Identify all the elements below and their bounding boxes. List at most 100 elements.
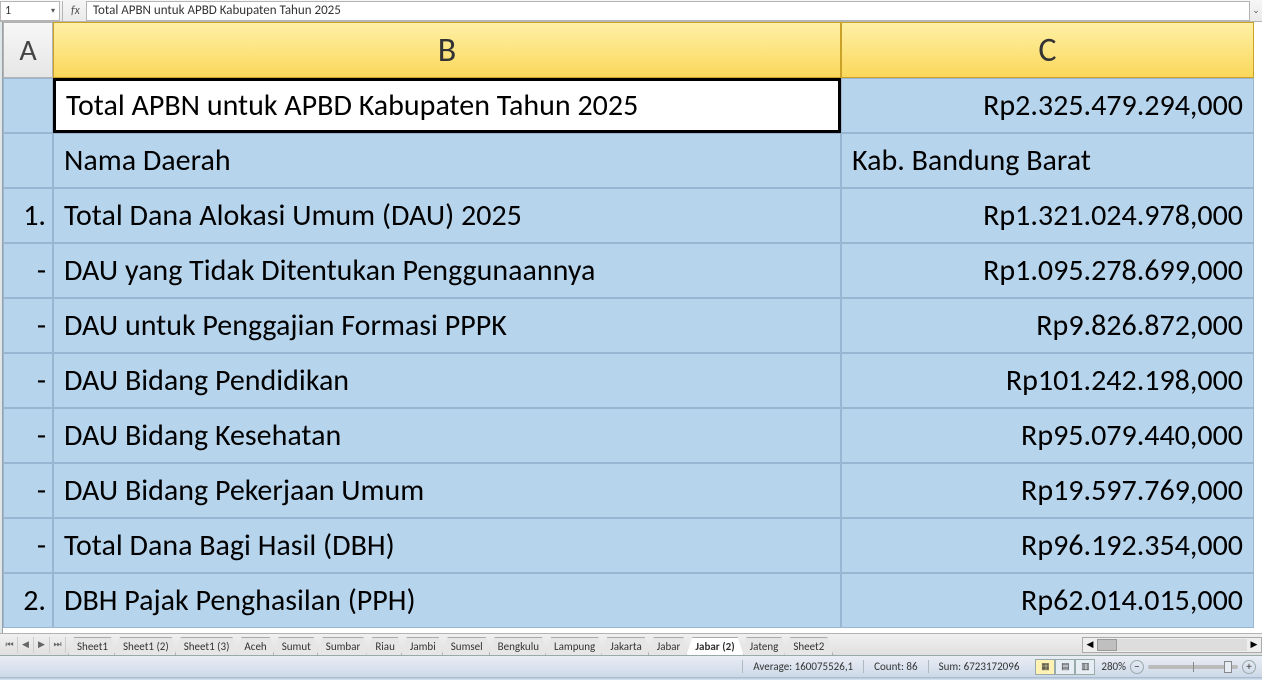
sheet-tab[interactable]: Sheet1 (3) [175,637,239,655]
status-count: Count: 86 [863,660,927,673]
cell-A[interactable] [3,133,53,188]
formula-text: Total APBN untuk APBD Kabupaten Tahun 20… [93,3,341,18]
cell-C[interactable]: Rp101.242.198,000 [841,353,1254,408]
cell-C[interactable]: Rp19.597.769,000 [841,463,1254,518]
tab-nav-first-icon[interactable]: ⏮ [2,637,18,653]
cell-C[interactable]: Rp9.826.872,000 [841,298,1254,353]
cell-B[interactable]: DAU Bidang Pendidikan [53,353,841,408]
cell-A[interactable]: - [3,518,53,573]
view-normal-icon[interactable]: ▦ [1035,659,1055,675]
column-header-C[interactable]: C [841,22,1254,78]
sheet-tab[interactable]: Bengkulu [489,637,548,655]
formula-expand-icon[interactable]: ⌄ [1250,5,1262,16]
cell-A[interactable]: - [3,353,53,408]
sheet-tabs-bar: ⏮ ◀ ▶ ⏭ Sheet1Sheet1 (2)Sheet1 (3)AcehSu… [0,633,1262,655]
view-buttons: ▦ ▤ ▥ [1035,659,1095,675]
tab-nav: ⏮ ◀ ▶ ⏭ [0,637,68,653]
tab-nav-last-icon[interactable]: ⏭ [50,637,66,653]
status-sum: Sum: 6723172096 [928,660,1030,673]
sheet-tab[interactable]: Jateng [741,637,788,655]
col-label: C [1038,30,1056,71]
value: 6723172096 [964,660,1020,673]
sheet-tab[interactable]: Riau [366,637,404,655]
label: Count: [874,660,904,673]
cell-C[interactable]: Rp1.321.024.978,000 [841,188,1254,243]
cell-A[interactable]: - [3,408,53,463]
scroll-thumb[interactable] [1097,639,1117,651]
worksheet-area: A B C Total APBN untuk APBD Kabupaten Ta… [0,22,1262,633]
column-headers: A B C [3,22,1262,78]
sheet-tab[interactable]: Sheet1 [68,637,117,655]
column-header-B[interactable]: B [53,22,841,78]
view-page-break-icon[interactable]: ▥ [1075,659,1095,675]
label: Sum: [939,660,962,673]
name-box-dropdown-icon[interactable]: ▾ [51,6,55,16]
sheet-tab[interactable]: Sumbar [317,637,370,655]
zoom-slider[interactable] [1148,665,1238,669]
sheet-tab[interactable]: Jambi [401,637,445,655]
cell-C[interactable]: Kab. Bandung Barat [841,133,1254,188]
horizontal-scrollbar[interactable]: ◀ ▶ [1082,637,1262,653]
cell-C[interactable]: Rp62.014.015,000 [841,573,1254,628]
table-row: -Total Dana Bagi Hasil (DBH)Rp96.192.354… [3,518,1262,573]
cell-A[interactable]: 2. [3,573,53,628]
tab-nav-next-icon[interactable]: ▶ [34,637,50,653]
cell-C[interactable]: Rp1.095.278.699,000 [841,243,1254,298]
table-row: -DAU Bidang Pekerjaan UmumRp19.597.769,0… [3,463,1262,518]
cell-A[interactable]: - [3,463,53,518]
formula-input[interactable]: Total APBN untuk APBD Kabupaten Tahun 20… [86,1,1250,21]
tab-nav-prev-icon[interactable]: ◀ [18,637,34,653]
cell-A[interactable] [3,78,53,133]
sheet-tabs: Sheet1Sheet1 (2)Sheet1 (3)AcehSumutSumba… [68,634,830,655]
table-row: 2.DBH Pajak Penghasilan (PPH)Rp62.014.01… [3,573,1262,628]
formula-bar: 1 ▾ fx Total APBN untuk APBD Kabupaten T… [0,0,1262,22]
scroll-right-icon[interactable]: ▶ [1247,639,1261,650]
zoom-level[interactable]: 280% [1101,660,1126,673]
status-bar: Average: 160075526,1 Count: 86 Sum: 6723… [0,655,1262,677]
scroll-track[interactable] [1097,639,1247,651]
cell-B[interactable]: DAU yang Tidak Ditentukan Penggunaannya [53,243,841,298]
cell-B[interactable]: Total APBN untuk APBD Kabupaten Tahun 20… [53,78,841,133]
sheet-tab[interactable]: Sumsel [442,637,492,655]
sheet-tab[interactable]: Sheet1 (2) [114,637,178,655]
table-row: -DAU Bidang KesehatanRp95.079.440,000 [3,408,1262,463]
scroll-left-icon[interactable]: ◀ [1083,639,1097,650]
sheet-tab[interactable]: Jakarta [601,637,651,655]
fx-icon[interactable]: fx [65,4,86,18]
cell-B[interactable]: Nama Daerah [53,133,841,188]
table-row: -DAU yang Tidak Ditentukan Penggunaannya… [3,243,1262,298]
zoom-knob[interactable] [1224,661,1232,673]
cell-C[interactable]: Rp2.325.479.294,000 [841,78,1254,133]
separator [62,1,63,21]
zoom-controls: 280% − + [1101,660,1256,674]
cell-B[interactable]: DAU Bidang Kesehatan [53,408,841,463]
sheet-tab[interactable]: Jabar [648,637,690,655]
cell-B[interactable]: DBH Pajak Penghasilan (PPH) [53,573,841,628]
cell-B[interactable]: DAU untuk Penggajian Formasi PPPK [53,298,841,353]
table-row: Nama DaerahKab. Bandung Barat [3,133,1262,188]
cell-A[interactable]: - [3,243,53,298]
cell-B[interactable]: DAU Bidang Pekerjaan Umum [53,463,841,518]
zoom-in-icon[interactable]: + [1242,660,1256,674]
zoom-out-icon[interactable]: − [1130,660,1144,674]
sheet-tab[interactable]: Jabar (2) [686,637,743,655]
cell-C[interactable]: Rp96.192.354,000 [841,518,1254,573]
cell-A[interactable]: - [3,298,53,353]
sheet-tab[interactable]: Sumut [273,637,320,655]
cell-C[interactable]: Rp95.079.440,000 [841,408,1254,463]
column-header-A[interactable]: A [3,22,53,78]
cell-A[interactable]: 1. [3,188,53,243]
grid: A B C Total APBN untuk APBD Kabupaten Ta… [3,22,1262,633]
rows-container: Total APBN untuk APBD Kabupaten Tahun 20… [3,78,1262,633]
cell-B[interactable]: Total Dana Alokasi Umum (DAU) 2025 [53,188,841,243]
cell-B[interactable]: Total Dana Bagi Hasil (DBH) [53,518,841,573]
col-label: B [438,30,457,71]
view-page-layout-icon[interactable]: ▤ [1055,659,1075,675]
sheet-tab[interactable]: Lampung [545,637,604,655]
sheet-tab[interactable]: Aceh [235,637,275,655]
sheet-tab[interactable]: Sheet2 [784,637,833,655]
name-box[interactable]: 1 ▾ [0,1,60,21]
status-average: Average: 160075526,1 [742,660,863,673]
name-box-value: 1 [5,4,11,18]
table-row: -DAU untuk Penggajian Formasi PPPKRp9.82… [3,298,1262,353]
